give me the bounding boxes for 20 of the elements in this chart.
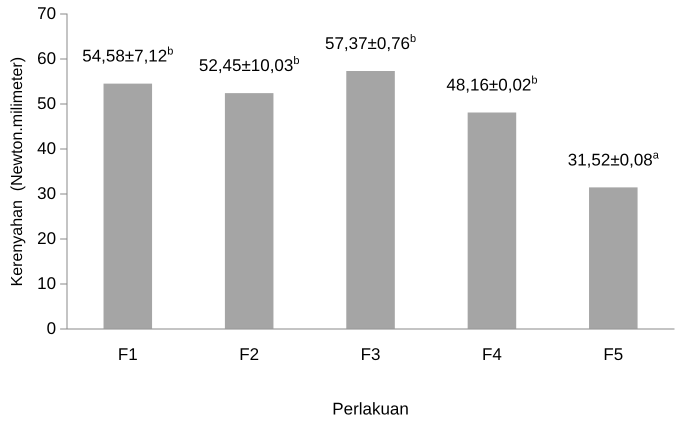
bar: [104, 84, 152, 329]
x-tick-label: F5: [603, 345, 624, 364]
y-tick-label: 10: [37, 274, 56, 293]
y-tick-label: 20: [37, 228, 56, 248]
bar: [589, 187, 638, 329]
y-tick-label: 0: [46, 318, 56, 338]
y-tick-label: 70: [37, 4, 56, 23]
y-axis-title: Kerenyahan (Newton.milimeter): [9, 56, 26, 286]
y-tick-label: 30: [37, 184, 56, 203]
x-tick-label: F4: [482, 345, 502, 364]
x-tick-label: F3: [360, 345, 380, 364]
y-tick-label: 50: [37, 94, 56, 113]
y-tick-label: 40: [37, 138, 56, 158]
bar: [468, 112, 516, 329]
bar: [346, 71, 395, 329]
y-tick-label: 60: [37, 48, 56, 68]
x-tick-label: F2: [239, 345, 260, 364]
bar: [224, 93, 274, 329]
x-axis-title: Perlakuan: [332, 399, 409, 418]
x-tick-label: F1: [118, 345, 138, 364]
